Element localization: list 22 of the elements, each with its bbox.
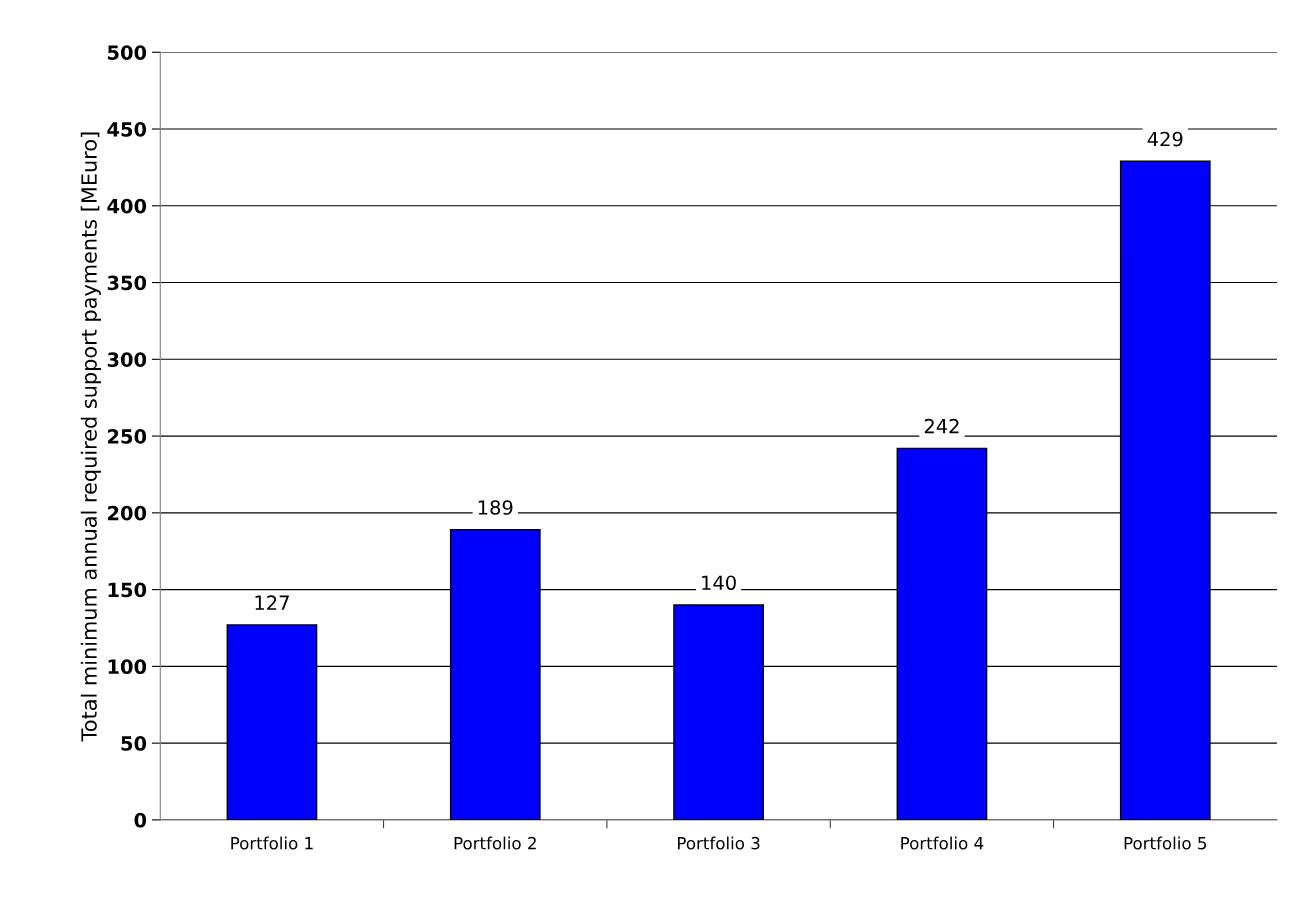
y-tick-label: 500 bbox=[107, 45, 147, 60]
data-label: 242 bbox=[924, 418, 959, 434]
y-tick-label: 50 bbox=[121, 736, 147, 751]
y-tick-label: 100 bbox=[108, 659, 147, 675]
data-label: 127 bbox=[255, 595, 289, 610]
y-tick-label: 450 bbox=[107, 121, 147, 137]
x-tick-label: Portfolio 5 bbox=[1124, 836, 1207, 850]
y-tick-label: 200 bbox=[108, 505, 147, 521]
y-tick-label: 150 bbox=[108, 582, 147, 598]
y-tick-label: 250 bbox=[108, 429, 147, 444]
data-label: 429 bbox=[1147, 131, 1183, 147]
data-label: 140 bbox=[702, 575, 736, 591]
x-tick-label: Portfolio 2 bbox=[454, 836, 536, 850]
x-tick-label: Portfolio 3 bbox=[678, 836, 760, 850]
y-tick-label: 0 bbox=[134, 812, 147, 828]
y-tick-label: 400 bbox=[107, 198, 147, 214]
data-label: 189 bbox=[478, 500, 513, 515]
y-tick-label: 350 bbox=[107, 275, 147, 291]
x-tick-label: Portfolio 4 bbox=[901, 836, 984, 850]
x-tick-label: Portfolio 1 bbox=[231, 836, 313, 850]
y-axis-title: Total minimum annual required support payments [MEuro] bbox=[80, 132, 101, 742]
y-tick-label: 300 bbox=[107, 352, 147, 367]
